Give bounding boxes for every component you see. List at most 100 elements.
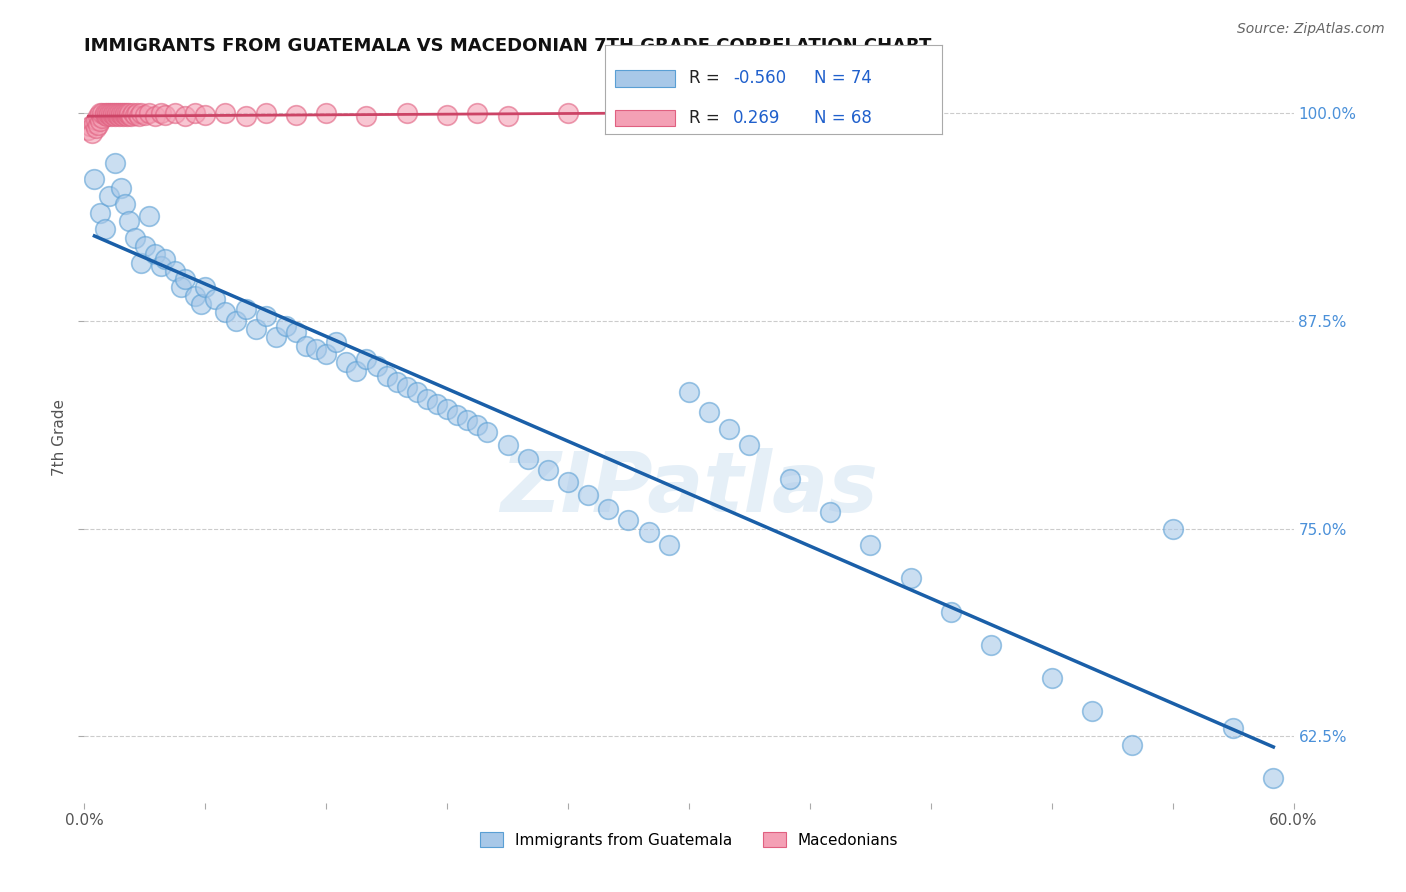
Point bbox=[375, 368, 398, 383]
Point bbox=[124, 107, 146, 121]
Point bbox=[718, 422, 741, 436]
Point bbox=[467, 106, 489, 120]
Point bbox=[214, 106, 236, 120]
Point bbox=[264, 330, 287, 344]
Point bbox=[170, 280, 193, 294]
Point bbox=[557, 475, 579, 489]
Point bbox=[111, 109, 134, 123]
Point bbox=[235, 301, 257, 317]
Point bbox=[426, 397, 449, 411]
Text: 0.269: 0.269 bbox=[733, 109, 780, 127]
Point bbox=[100, 109, 122, 123]
Point bbox=[613, 107, 636, 121]
Point bbox=[174, 272, 197, 286]
Point bbox=[254, 309, 277, 323]
Point bbox=[97, 189, 120, 203]
Point bbox=[1121, 738, 1143, 752]
Point bbox=[395, 380, 418, 394]
Point bbox=[416, 392, 439, 406]
Point bbox=[598, 501, 620, 516]
Point bbox=[110, 180, 132, 194]
Point bbox=[83, 116, 105, 130]
Point bbox=[285, 326, 308, 340]
Point bbox=[557, 106, 579, 120]
Text: N = 68: N = 68 bbox=[814, 109, 872, 127]
Point bbox=[77, 122, 100, 136]
Point bbox=[101, 106, 124, 120]
Point bbox=[107, 109, 129, 123]
Point bbox=[537, 463, 560, 477]
Point bbox=[114, 106, 136, 120]
Point bbox=[1161, 521, 1184, 535]
Point bbox=[100, 106, 122, 120]
Point bbox=[637, 524, 659, 539]
Point bbox=[104, 155, 127, 169]
Point bbox=[295, 338, 318, 352]
Point bbox=[456, 413, 478, 427]
Point bbox=[115, 106, 138, 120]
Point bbox=[245, 322, 267, 336]
Point bbox=[114, 107, 136, 121]
Point bbox=[190, 297, 212, 311]
Point bbox=[143, 109, 166, 123]
Point bbox=[118, 214, 141, 228]
Point bbox=[134, 107, 156, 121]
Point bbox=[174, 109, 197, 123]
Point bbox=[436, 401, 458, 416]
Point bbox=[105, 106, 128, 120]
Point bbox=[648, 106, 671, 120]
Point bbox=[214, 305, 236, 319]
Point bbox=[138, 209, 160, 223]
Point bbox=[110, 106, 132, 120]
Point bbox=[194, 280, 217, 294]
Point bbox=[138, 106, 160, 120]
Point bbox=[165, 106, 187, 120]
Bar bbox=[614, 110, 675, 126]
Point bbox=[406, 385, 429, 400]
Point bbox=[93, 106, 115, 120]
Point bbox=[91, 106, 114, 120]
Point bbox=[101, 107, 124, 121]
Point bbox=[366, 359, 388, 373]
Point bbox=[110, 107, 132, 121]
Point bbox=[96, 106, 118, 120]
Point bbox=[149, 106, 172, 120]
Point bbox=[738, 438, 761, 452]
Point bbox=[129, 255, 152, 269]
Point bbox=[859, 538, 882, 552]
Point bbox=[129, 106, 152, 120]
Point bbox=[1081, 704, 1104, 718]
Text: R =: R = bbox=[689, 109, 730, 127]
Point bbox=[104, 106, 127, 120]
Point bbox=[446, 409, 468, 423]
Point bbox=[165, 264, 187, 278]
Point bbox=[86, 112, 108, 127]
Point bbox=[97, 107, 120, 121]
Point bbox=[121, 106, 143, 120]
Point bbox=[697, 405, 720, 419]
Text: IMMIGRANTS FROM GUATEMALA VS MACEDONIAN 7TH GRADE CORRELATION CHART: IMMIGRANTS FROM GUATEMALA VS MACEDONIAN … bbox=[84, 37, 932, 54]
Point bbox=[120, 109, 142, 123]
Point bbox=[356, 109, 378, 123]
Bar bbox=[614, 70, 675, 87]
Point bbox=[204, 292, 226, 306]
Point bbox=[79, 119, 101, 133]
Point bbox=[477, 425, 499, 439]
Point bbox=[96, 109, 118, 123]
Point bbox=[105, 107, 128, 121]
Point bbox=[124, 230, 146, 244]
Point bbox=[315, 106, 337, 120]
Point bbox=[86, 120, 108, 135]
Point bbox=[89, 205, 111, 219]
Point bbox=[516, 451, 538, 466]
Point bbox=[235, 109, 257, 123]
Point bbox=[617, 513, 640, 527]
Point bbox=[118, 107, 141, 121]
Point bbox=[143, 247, 166, 261]
Point bbox=[274, 318, 297, 333]
Point bbox=[1040, 671, 1063, 685]
Point bbox=[91, 111, 114, 125]
Point bbox=[82, 126, 104, 140]
Y-axis label: 7th Grade: 7th Grade bbox=[52, 399, 67, 475]
Legend: Immigrants from Guatemala, Macedonians: Immigrants from Guatemala, Macedonians bbox=[474, 825, 904, 854]
